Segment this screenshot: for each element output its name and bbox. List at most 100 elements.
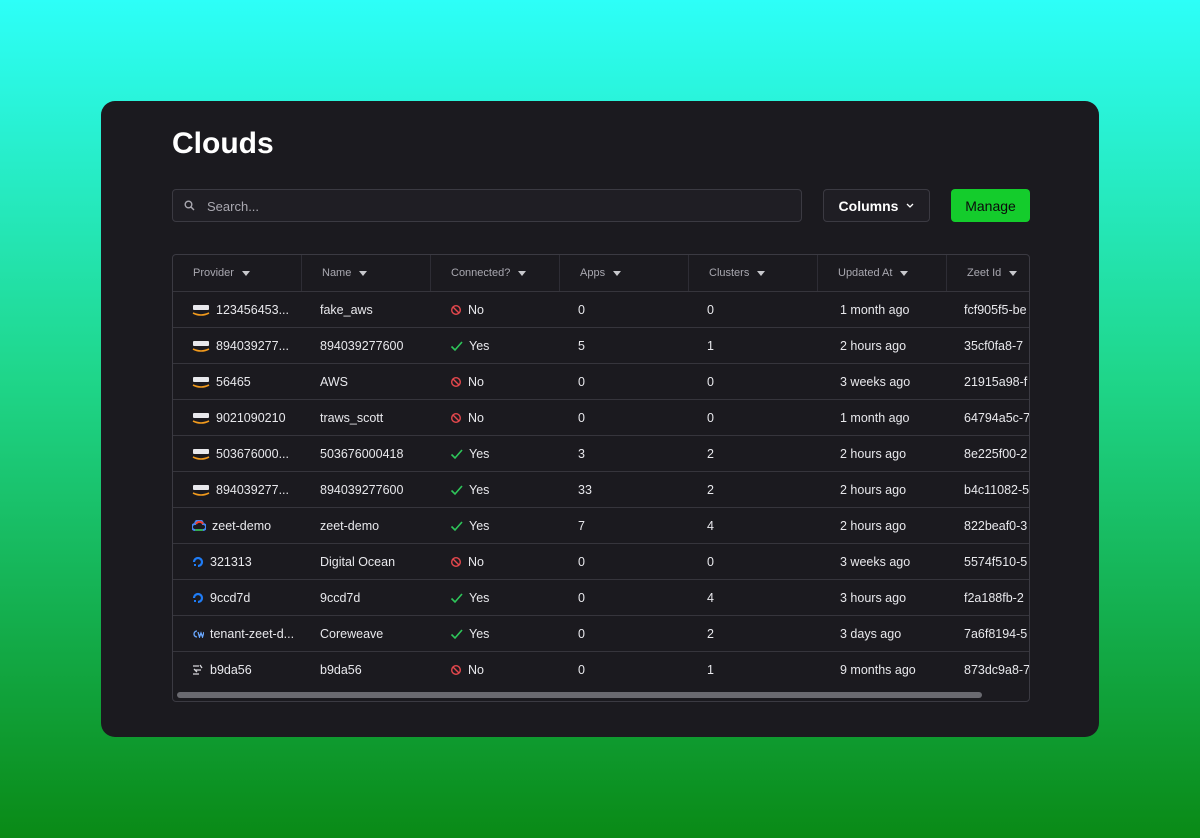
table-row[interactable]: 894039277... 894039277600 Yes 5 1 2 hours ago… — [173, 327, 1029, 364]
cell-text: 1 month ago — [840, 303, 910, 317]
cell-text: No — [468, 555, 484, 569]
table-cell: AWS — [320, 364, 348, 400]
cell-text: 2 hours ago — [840, 339, 907, 353]
table-cell: 0 — [707, 292, 714, 328]
provider-icon — [193, 664, 203, 675]
not-connected-icon — [450, 304, 462, 316]
search-placeholder: Search... — [207, 199, 260, 214]
table-cell: 35cf0fa8-7 — [964, 328, 1023, 364]
table-row[interactable]: 894039277... 894039277600 Yes 33 2 2 hours ag… — [173, 471, 1029, 508]
table-row[interactable]: 123456453... fake_aws No 0 0 1 month ago fcf90… — [173, 291, 1029, 328]
panel: Clouds Search... Columns Manage Provider… — [101, 101, 1099, 737]
column-header[interactable]: Updated At — [818, 255, 947, 291]
aws-icon — [192, 448, 210, 460]
cell-text: zeet-demo — [320, 519, 380, 533]
not-connected-icon — [450, 556, 462, 568]
table-row[interactable]: 9021090210 traws_scott No 0 0 1 month ago 6479… — [173, 399, 1030, 436]
column-header[interactable]: Apps — [560, 255, 689, 291]
table-row[interactable]: 56465 AWS No 0 0 3 weeks ago 21915a98-f — [173, 363, 1029, 400]
table-cell: No — [450, 544, 484, 580]
table-cell: 894039277... — [192, 328, 289, 364]
scrollbar[interactable] — [177, 692, 982, 698]
table-row[interactable]: tenant-zeet-d... Coreweave Yes 0 2 3 days ago… — [173, 615, 1029, 652]
table-cell: Yes — [450, 472, 489, 508]
table-row[interactable]: 9ccd7d 9ccd7d Yes 0 4 3 hours ago f2a188fb-2 — [173, 579, 1029, 616]
table-cell: 64794a5c-7 — [964, 400, 1030, 436]
table-cell: 4 — [707, 508, 714, 544]
table-cell: No — [450, 292, 484, 328]
cell-text: zeet-demo — [212, 519, 272, 533]
connected-icon — [450, 449, 463, 460]
table-cell: traws_scott — [320, 400, 383, 436]
column-header[interactable]: Zeet Id — [947, 255, 1029, 291]
table-row[interactable]: zeet-demo zeet-demo Yes 7 4 2 hours ago 822bea… — [173, 507, 1029, 544]
table-cell: 9ccd7d — [192, 580, 250, 616]
cell-text: 9ccd7d — [320, 591, 361, 605]
table-cell: No — [450, 364, 484, 400]
column-header[interactable]: Name — [302, 255, 431, 291]
table-cell: Yes — [450, 436, 489, 472]
cell-text: No — [468, 663, 484, 677]
cell-text: 64794a5c-7 — [964, 411, 1030, 425]
cell-text: No — [468, 303, 484, 317]
connected-icon — [450, 341, 463, 352]
table-cell: 7a6f8194-5 — [964, 616, 1027, 652]
aws-icon — [192, 304, 210, 316]
sort-caret — [613, 270, 622, 276]
coreweave-icon — [193, 630, 204, 638]
cell-text: 9 months ago — [840, 663, 916, 677]
table-cell: No — [450, 400, 484, 436]
cell-text: 56465 — [216, 375, 251, 389]
table-cell: Digital Ocean — [320, 544, 395, 580]
table-cell: 33 — [578, 472, 592, 508]
cell-text: 2 hours ago — [840, 483, 907, 497]
cell-text: 0 — [578, 303, 585, 317]
table-cell: 3 weeks ago — [840, 364, 910, 400]
cell-text: 2 — [707, 483, 714, 497]
cell-text: 3 weeks ago — [840, 375, 911, 389]
table-cell: 873dc9a8-7 — [964, 652, 1030, 688]
cell-text: 0 — [578, 627, 585, 641]
cell-text: 35cf0fa8-7 — [964, 339, 1024, 353]
cell-text: 0 — [578, 591, 585, 605]
cell-text: 0 — [578, 375, 585, 389]
sort-caret — [900, 270, 909, 276]
table-cell: 1 — [707, 328, 714, 364]
table-cell: 894039277... — [192, 472, 289, 508]
table-row[interactable]: b9da56 b9da56 No 0 1 9 months ago 873dc9a8-7 — [173, 651, 1030, 688]
cell-text: 9021090210 — [216, 411, 286, 425]
cell-text: 8e225f00-2 — [964, 447, 1028, 461]
table-row[interactable]: 321313 Digital Ocean No 0 0 3 weeks ago 5574f5… — [173, 543, 1029, 580]
cell-text: tenant-zeet-d... — [210, 627, 295, 641]
table-cell: 0 — [578, 292, 585, 328]
table-cell: 3 hours ago — [840, 580, 906, 616]
table-cell: 21915a98-f — [964, 364, 1027, 400]
aws-icon — [192, 376, 210, 388]
table-cell: 9021090210 — [192, 400, 286, 436]
cell-text: 4 — [707, 519, 714, 533]
search-box[interactable]: Search... — [172, 189, 802, 222]
table-cell: 123456453... — [192, 292, 289, 328]
table-cell: Yes — [450, 328, 489, 364]
table-row[interactable]: 503676000... 503676000418 Yes 3 2 2 hours ago… — [173, 435, 1029, 472]
column-header[interactable]: Provider — [173, 255, 302, 291]
table-cell: 0 — [578, 400, 585, 436]
cell-text: 894039277600 — [320, 483, 404, 497]
not-connected-icon — [450, 412, 462, 424]
table-cell: 503676000... — [192, 436, 289, 472]
table-cell: 2 — [707, 436, 714, 472]
cell-text: 873dc9a8-7 — [964, 663, 1030, 677]
table-cell: f2a188fb-2 — [964, 580, 1024, 616]
column-header-label: Name — [322, 267, 352, 279]
cell-text: AWS — [320, 375, 349, 389]
cell-text: No — [468, 411, 484, 425]
column-header[interactable]: Clusters — [689, 255, 818, 291]
columns-button[interactable]: Columns — [823, 189, 930, 222]
manage-button[interactable]: Manage — [951, 189, 1030, 222]
cell-text: 822beaf0-3 — [964, 519, 1028, 533]
cell-text: 3 days ago — [840, 627, 902, 641]
table-cell: Coreweave — [320, 616, 383, 652]
cell-text: f2a188fb-2 — [964, 591, 1024, 605]
column-header[interactable]: Connected? — [431, 255, 560, 291]
cell-text: 3 — [578, 447, 585, 461]
